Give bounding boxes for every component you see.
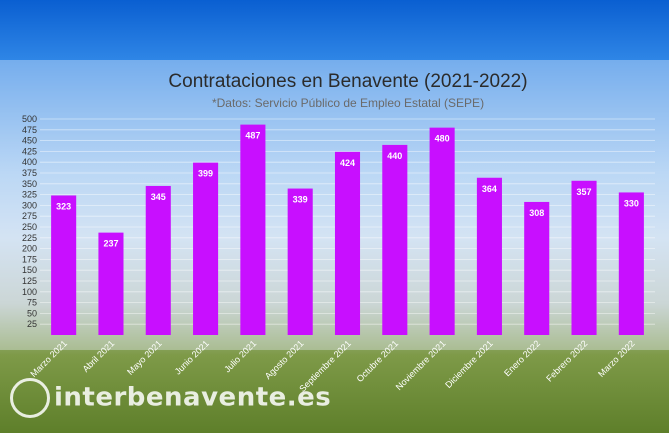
y-tick-label: 250: [22, 222, 37, 232]
bar-value-label: 308: [529, 208, 544, 218]
x-tick-label: Enero 2022: [502, 338, 542, 378]
bar: [98, 232, 124, 335]
bar: [51, 195, 77, 335]
logo-icon: [10, 378, 50, 418]
y-tick-label: 350: [22, 179, 37, 189]
bar-value-label: 424: [340, 158, 355, 168]
bars: 323 237 345 399 487 339 424 440 480 364 308 357 330: [51, 124, 644, 335]
y-tick-label: 150: [22, 265, 37, 275]
chart-subtitle: *Datos: Servicio Público de Empleo Estat…: [212, 96, 484, 110]
y-tick-label: 100: [22, 287, 37, 297]
bar-value-label: 345: [151, 192, 166, 202]
bar-value-label: 399: [198, 169, 213, 179]
y-tick-label: 500: [22, 114, 37, 124]
bar-value-label: 487: [245, 131, 260, 141]
bar: [382, 144, 408, 335]
bar-value-label: 440: [387, 151, 402, 161]
y-tick-label: 450: [22, 136, 37, 146]
bar-value-label: 480: [435, 134, 450, 144]
x-tick-label: Julio 2021: [222, 338, 258, 374]
y-tick-label: 175: [22, 254, 37, 264]
x-tick-label: Noviembre 2021: [394, 338, 448, 392]
watermark-logo: interbenavente.es: [10, 378, 331, 418]
y-tick-label: 400: [22, 157, 37, 167]
x-tick-label: Mayo 2021: [125, 338, 164, 377]
y-tick-label: 75: [27, 298, 37, 308]
bar-value-label: 323: [56, 201, 71, 211]
y-axis: 2550751001251501752002252502753003253503…: [22, 114, 37, 329]
bar-value-label: 330: [624, 198, 639, 208]
y-tick-label: 50: [27, 308, 37, 318]
bar: [145, 185, 171, 335]
y-tick-label: 225: [22, 233, 37, 243]
x-tick-label: Abril 2021: [81, 338, 117, 374]
bar: [476, 177, 502, 335]
bar-value-label: 364: [482, 184, 497, 194]
bar: [240, 124, 266, 335]
bar: [429, 127, 455, 335]
x-tick-label: Febrero 2022: [544, 338, 589, 383]
chart-title: Contrataciones en Benavente (2021-2022): [168, 71, 527, 92]
bar: [287, 188, 313, 335]
bar: [571, 180, 597, 335]
bar-value-label: 237: [103, 239, 118, 249]
x-tick-label: Marzo 2021: [28, 338, 69, 379]
y-tick-label: 425: [22, 146, 37, 156]
y-tick-label: 300: [22, 200, 37, 210]
y-tick-label: 475: [22, 125, 37, 135]
y-tick-label: 375: [22, 168, 37, 178]
x-tick-label: Diciembre 2021: [443, 338, 495, 390]
x-tick-label: Octubre 2021: [355, 338, 401, 384]
y-tick-label: 125: [22, 276, 37, 286]
watermark-text: interbenavente.es: [54, 382, 332, 413]
bar-value-label: 339: [293, 195, 308, 205]
bar: [524, 201, 550, 335]
bar: [618, 192, 644, 335]
y-tick-label: 275: [22, 211, 37, 221]
y-tick-label: 25: [27, 319, 37, 329]
x-tick-label: Agosto 2021: [263, 338, 306, 381]
bar-value-label: 357: [577, 187, 592, 197]
bar: [334, 151, 361, 335]
bar: [193, 162, 219, 335]
x-tick-label: Marzo 2022: [596, 338, 637, 379]
y-tick-label: 325: [22, 190, 37, 200]
x-tick-label: Junio 2021: [173, 338, 211, 376]
y-tick-label: 200: [22, 244, 37, 254]
